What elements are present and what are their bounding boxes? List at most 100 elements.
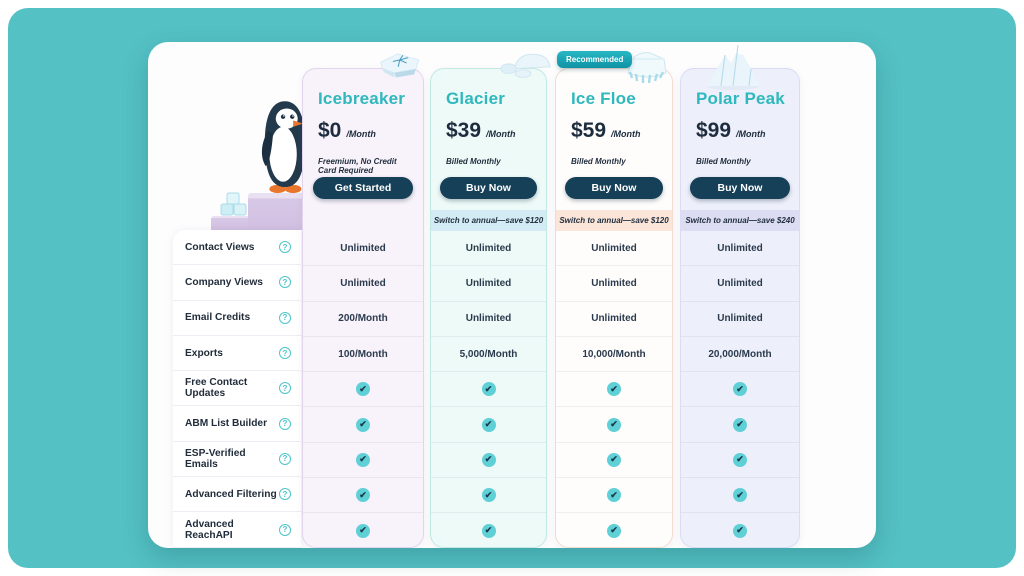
help-icon[interactable]: ? bbox=[279, 311, 291, 324]
plan-price: $59 bbox=[571, 119, 607, 142]
feature-label: Advanced Filtering bbox=[185, 488, 277, 500]
plan-period: /Month bbox=[346, 129, 376, 139]
feature-cell: Unlimited bbox=[303, 231, 423, 267]
feature-cell: ✔ bbox=[556, 407, 672, 443]
plan-price-row: $0 /Month bbox=[318, 119, 417, 143]
feature-cell: Unlimited bbox=[431, 302, 546, 337]
feature-cell: ✔ bbox=[303, 513, 423, 548]
help-icon[interactable]: ? bbox=[279, 276, 291, 289]
cracked-ice-slab-icon bbox=[380, 53, 420, 78]
pricing-card: Contact Views ? Company Views ? Email Cr… bbox=[148, 42, 876, 548]
help-icon[interactable]: ? bbox=[279, 452, 291, 465]
help-icon[interactable]: ? bbox=[279, 347, 291, 360]
feature-label: Exports bbox=[185, 347, 223, 359]
feature-cell: Unlimited bbox=[303, 266, 423, 302]
check-icon: ✔ bbox=[481, 488, 496, 503]
feature-row: Contact Views ? bbox=[173, 230, 301, 266]
feature-cell: Unlimited bbox=[556, 266, 672, 302]
help-icon[interactable]: ? bbox=[279, 241, 291, 254]
plan-price-row: $99 /Month bbox=[696, 119, 793, 143]
feature-cell: ✔ bbox=[431, 407, 546, 443]
help-icon[interactable]: ? bbox=[279, 417, 291, 430]
plan-cta-button[interactable]: Get Started bbox=[312, 177, 414, 199]
plan-name: Polar Peak bbox=[696, 89, 785, 108]
check-icon: ✔ bbox=[356, 417, 370, 432]
plan-feature-cells: Unlimited Unlimited Unlimited 20,000/Month ✔… bbox=[681, 231, 799, 548]
check-icon: ✔ bbox=[356, 382, 370, 397]
feature-cell: 5,000/Month bbox=[431, 337, 546, 373]
plan-subtext: Freemium, No Credit Card Required bbox=[318, 157, 397, 175]
feature-cell: Unlimited bbox=[556, 231, 672, 267]
feature-row: ESP-Verified Emails ? bbox=[173, 442, 301, 478]
annual-switch-banner[interactable]: Switch to annual—save $120 bbox=[556, 210, 672, 231]
plan-period: /Month bbox=[611, 129, 641, 139]
check-icon: ✔ bbox=[733, 452, 747, 467]
plan-subtext: Billed Monthly bbox=[571, 157, 626, 166]
feature-label: Free Contact Updates bbox=[185, 377, 248, 400]
check-icon: ✔ bbox=[607, 417, 621, 432]
feature-cell: ✔ bbox=[681, 372, 799, 408]
annual-switch-banner[interactable]: Switch to annual—save $240 bbox=[681, 210, 799, 231]
plan-name: Glacier bbox=[446, 89, 506, 108]
feature-row: Email Credits ? bbox=[173, 301, 301, 336]
staircase-upper-step bbox=[248, 193, 310, 230]
feature-cell: ✔ bbox=[681, 513, 799, 548]
feature-cell: Unlimited bbox=[431, 266, 546, 302]
feature-cell: Unlimited bbox=[431, 231, 546, 267]
plan-name: Ice Floe bbox=[571, 89, 636, 108]
plan-feature-cells: Unlimited Unlimited 200/Month 100/Month ✔ ✔ ✔ ✔… bbox=[303, 231, 423, 548]
feature-cell: Unlimited bbox=[681, 302, 799, 337]
plan-column-glacier: Glacier $39 /Month Billed Monthly Buy No… bbox=[430, 53, 551, 548]
feature-cell: Unlimited bbox=[556, 302, 672, 337]
feature-label: Company Views bbox=[185, 276, 263, 288]
feature-row: ABM List Builder ? bbox=[173, 406, 301, 442]
plan-name: Icebreaker bbox=[318, 89, 406, 108]
plan-cta-button[interactable]: Buy Now bbox=[690, 177, 790, 199]
feature-cell: ✔ bbox=[431, 443, 546, 479]
feature-row: Company Views ? bbox=[173, 265, 301, 301]
plan-cta-button[interactable]: Buy Now bbox=[440, 177, 537, 199]
feature-cell: ✔ bbox=[303, 372, 423, 408]
feature-cell: ✔ bbox=[303, 407, 423, 443]
plan-price: $99 bbox=[696, 119, 732, 142]
help-icon[interactable]: ? bbox=[279, 382, 291, 395]
feature-cell: ✔ bbox=[556, 372, 672, 408]
help-icon[interactable]: ? bbox=[279, 523, 291, 536]
feature-cell: ✔ bbox=[303, 443, 423, 479]
check-icon: ✔ bbox=[733, 382, 747, 397]
check-icon: ✔ bbox=[607, 382, 621, 397]
plan-column-polar-peak: Polar Peak $99 /Month Billed Monthly Buy… bbox=[680, 44, 800, 548]
check-icon: ✔ bbox=[733, 488, 747, 503]
feature-cell: ✔ bbox=[303, 478, 423, 514]
check-icon: ✔ bbox=[356, 523, 370, 538]
feature-cell: ✔ bbox=[431, 513, 546, 548]
feature-label: Advanced ReachAPI bbox=[185, 518, 234, 541]
feature-label: Email Credits bbox=[185, 312, 251, 324]
staircase-lower-step bbox=[211, 216, 252, 230]
plan-column-ice-floe: Recommended Ice Floe $59 /Month Billed M… bbox=[555, 51, 673, 548]
plan-column-icebreaker: Icebreaker $0 /Month Freemium, No Credit… bbox=[302, 53, 424, 548]
plan-price: $39 bbox=[446, 119, 482, 142]
feature-cell: Unlimited bbox=[681, 231, 799, 267]
snow-pile-icon bbox=[500, 53, 551, 78]
plan-period: /Month bbox=[486, 129, 516, 139]
feature-cell: 100/Month bbox=[303, 337, 423, 373]
plan-price-row: $59 /Month bbox=[571, 119, 666, 143]
annual-switch-banner[interactable]: Switch to annual—save $120 bbox=[431, 210, 546, 231]
feature-cell: Unlimited bbox=[681, 266, 799, 302]
feature-cell: ✔ bbox=[681, 407, 799, 443]
mountain-peak-icon bbox=[707, 44, 759, 90]
feature-row: Free Contact Updates ? bbox=[173, 371, 301, 407]
feature-label: Contact Views bbox=[185, 241, 255, 253]
check-icon: ✔ bbox=[356, 452, 370, 467]
plan-cta-button[interactable]: Buy Now bbox=[565, 177, 663, 199]
plan-price: $0 bbox=[318, 119, 342, 142]
check-icon: ✔ bbox=[607, 523, 621, 538]
help-icon[interactable]: ? bbox=[279, 488, 291, 501]
recommended-badge: Recommended bbox=[557, 51, 633, 68]
feature-cell: ✔ bbox=[556, 513, 672, 548]
feature-cell: 200/Month bbox=[303, 302, 423, 337]
plan-feature-cells: Unlimited Unlimited Unlimited 5,000/Month ✔ ✔… bbox=[431, 231, 546, 548]
check-icon: ✔ bbox=[481, 382, 496, 397]
